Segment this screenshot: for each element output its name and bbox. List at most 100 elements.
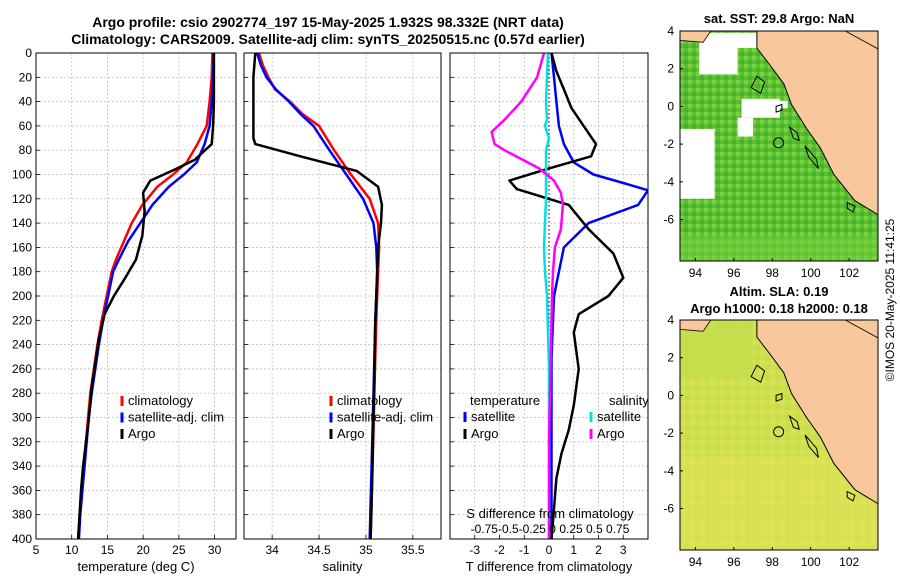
sla_map-frame (679, 319, 879, 551)
difference-legend-s-argo-label: Argo (597, 426, 624, 441)
difference-legend-s-satellite-label: satellite (597, 409, 641, 424)
figure-title-line1: Argo profile: csio 2902774_197 15-May-20… (92, 14, 564, 30)
y-tick-label: 260 (12, 362, 32, 376)
x-tick-label: -3 (469, 543, 480, 557)
sla_map-island-3 (804, 434, 819, 458)
x-tick-label: 15 (101, 543, 115, 557)
panel-2-frame (449, 52, 649, 540)
sla_map-island-2 (788, 414, 800, 431)
timestamp-text: ©IMOS 20-May-2025 11:41:25 (883, 218, 897, 382)
figure-title-line2: Climatology: CARS2009. Satellite-adj cli… (71, 31, 585, 47)
map-y-tick-label: 2 (667, 351, 674, 365)
sst-map-cloud-gap-4 (737, 117, 754, 137)
salinity-diff-tick-labels: -0.75-0.5-0.25 0 0.25 0.5 0.75 (471, 522, 630, 536)
x-tick-label: 3 (620, 543, 627, 557)
x-tick-label: 20 (136, 543, 150, 557)
sla_map-content (680, 320, 878, 550)
map-y-tick-label: -6 (663, 213, 674, 227)
sla_map-argo-position (773, 426, 785, 438)
map-x-tick-label: 100 (801, 555, 821, 569)
sst_map-island-1 (775, 103, 783, 113)
sst_map-land-northeast (845, 31, 878, 50)
y-tick-label: 280 (12, 386, 32, 400)
y-tick-label: 340 (12, 459, 32, 473)
map-x-tick-label: 96 (727, 555, 741, 569)
salinity-diff-axis-label: S difference from climatology (466, 506, 634, 521)
map-y-tick-label: 4 (667, 313, 674, 327)
map-y-tick-label: -2 (663, 137, 674, 151)
sst-map-cloud-gap-1 (733, 32, 757, 48)
sst_map-island-2 (788, 125, 800, 142)
y-tick-label: 200 (12, 289, 32, 303)
x-tick-label: 10 (65, 543, 79, 557)
map-x-tick-label: 98 (766, 266, 780, 280)
salinity-legend-1-label: satellite-adj. clim (337, 410, 433, 425)
sst_map-land-northwest (680, 31, 712, 43)
map-y-tick-label: -2 (663, 426, 674, 440)
difference-legend-salinity-header: salinity (609, 393, 649, 408)
sla_map-land-northeast (845, 320, 878, 339)
map-x-tick-label: 102 (839, 266, 859, 280)
y-tick-label: 300 (12, 411, 32, 425)
x-tick-label: 34.5 (307, 543, 331, 557)
sst-map-cloud-gap-3 (680, 129, 715, 199)
y-tick-label: 360 (12, 483, 32, 497)
y-tick-label: 380 (12, 508, 32, 522)
difference-series-t-argo (508, 53, 625, 539)
x-tick-label: 35.5 (401, 543, 425, 557)
temperature-legend-0-label: climatology (128, 393, 194, 408)
y-tick-label: 160 (12, 240, 32, 254)
x-tick-label: 25 (172, 543, 186, 557)
y-tick-label: 240 (12, 338, 32, 352)
salinity-panel: 34 34.5 35 35.5 salinity climatology satellite… (243, 52, 442, 574)
panel-1-frame (243, 52, 442, 540)
y-tick-label: 100 (12, 168, 32, 182)
map-x-tick-label: 102 (839, 555, 859, 569)
map-y-tick-label: -6 (663, 502, 674, 516)
x-tick-label: -2 (494, 543, 505, 557)
y-tick-label: 140 (12, 216, 32, 230)
y-tick-label: 120 (12, 192, 32, 206)
difference-legend-temperature-header: temperature (470, 393, 540, 408)
difference-legend-t-satellite-label: satellite (471, 409, 515, 424)
temperature-legend-2-label: Argo (128, 426, 155, 441)
x-axis-label: temperature (deg C) (77, 559, 194, 574)
temperature-panel: 0 20 40 60 80 100 120 140 160 180 200 220 240 260 280 3… (12, 46, 237, 574)
sla_map-island-1 (775, 392, 783, 402)
sst_map-frame (679, 30, 879, 262)
sst-map-title: sat. SST: 29.8 Argo: NaN (704, 11, 855, 26)
sla_map-panel: 4 2 0 -2 -4 -6 94 96 98 100 102 Altim. SLA: 0.19 Arg… (663, 284, 879, 569)
sla_map-land-northwest (680, 320, 712, 332)
y-tick-label: 60 (19, 119, 33, 133)
map-y-tick-label: 2 (667, 62, 674, 76)
sst_map-land-sumatra (756, 31, 878, 216)
salinity-series-argo (252, 52, 384, 540)
map-x-tick-label: 100 (801, 266, 821, 280)
x-axis-label: salinity (323, 559, 363, 574)
difference-legend-t-argo-label: Argo (471, 426, 498, 441)
sla_map-island-4 (846, 490, 856, 502)
sla_map-land-sumatra (756, 320, 878, 505)
y-tick-label: 80 (19, 143, 33, 157)
y-tick-label: 220 (12, 313, 32, 327)
sla-map-title-line2: Argo h1000: 0.18 h2000: 0.18 (690, 301, 868, 316)
map-x-tick-label: 94 (689, 266, 703, 280)
map-x-tick-label: 94 (689, 555, 703, 569)
difference-panel: -3 -2 -1 0 1 2 3 T difference from climatology S… (449, 52, 649, 574)
x-tick-label: 2 (595, 543, 602, 557)
map-y-tick-label: 0 (667, 99, 674, 113)
difference-series-s-argo (490, 53, 565, 539)
x-axis-label: T difference from climatology (466, 559, 633, 574)
y-tick-label: 180 (12, 265, 32, 279)
x-tick-label: -1 (519, 543, 530, 557)
sst_map-argo-position (773, 137, 785, 149)
temperature-series-argo (76, 53, 216, 540)
y-tick-label: 320 (12, 435, 32, 449)
temperature-legend-1-label: satellite-adj. clim (128, 410, 224, 425)
panel-0-frame (35, 52, 237, 540)
map-y-tick-label: 0 (667, 388, 674, 402)
sla_map-island-0 (750, 364, 766, 383)
sst_map-island-3 (804, 145, 819, 169)
salinity-legend-2-label: Argo (337, 426, 364, 441)
